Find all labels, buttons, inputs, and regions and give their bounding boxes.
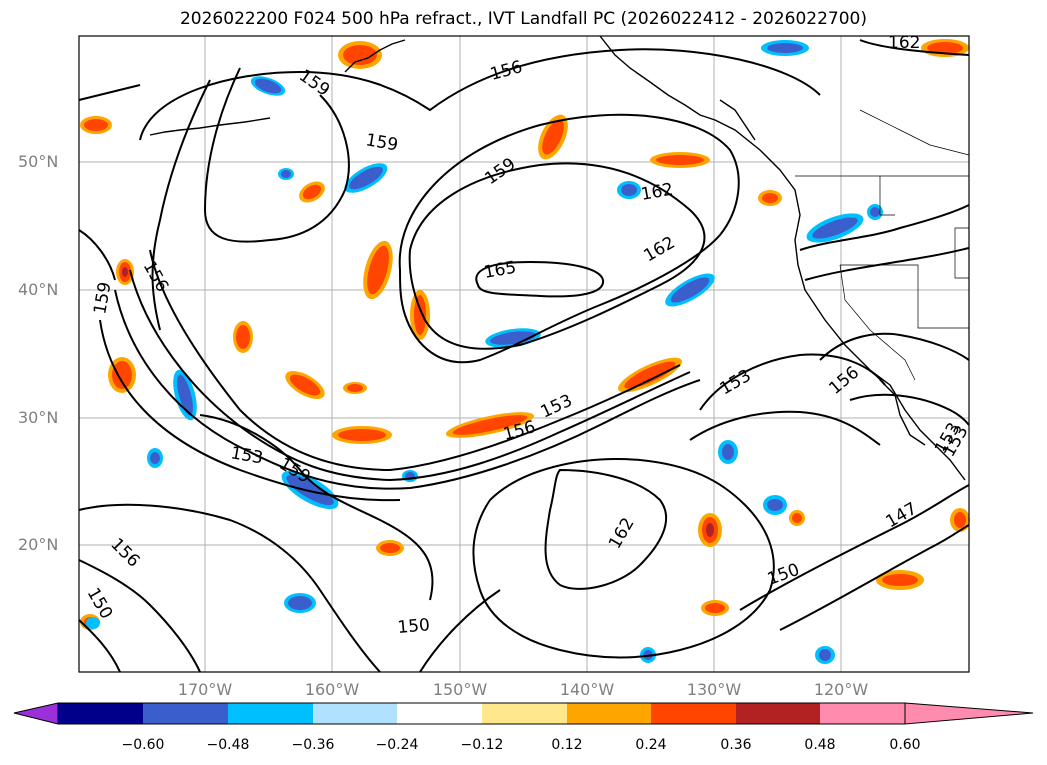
colorbar-tick: 0.12	[551, 737, 583, 753]
lat-label-40n: 40°N	[18, 280, 59, 299]
colorbar-tick: 0.24	[635, 737, 667, 753]
lon-label-120w: 120°W	[813, 680, 869, 699]
lon-label-150w: 150°W	[432, 680, 488, 699]
colorbar-tick: −0.12	[460, 737, 504, 753]
negative-anomalies	[86, 40, 883, 664]
colorbar-tick: −0.36	[291, 737, 335, 753]
lon-label-130w: 130°W	[686, 680, 742, 699]
colorbar-bin	[143, 703, 228, 724]
colorbar-bin	[397, 703, 482, 724]
lon-label-170w: 170°W	[177, 680, 233, 699]
colorbar-bin	[228, 703, 313, 724]
colorbar-bin	[313, 703, 397, 724]
coastlines	[149, 35, 966, 481]
colorbar-tick: −0.24	[375, 737, 419, 753]
refractivity-shading	[80, 39, 970, 664]
colorbar-bin	[651, 703, 736, 724]
refractivity-map: 162 159 156 159 159 165 162 162 159 156 …	[78, 33, 973, 673]
colorbar-bin	[482, 703, 567, 724]
refractivity-contours	[78, 39, 970, 673]
colorbar-bin	[736, 703, 820, 724]
colorbar-tick: 0.36	[720, 737, 752, 753]
plot-frame	[78, 35, 970, 673]
colorbar-bin	[58, 703, 143, 724]
lon-label-160w: 160°W	[304, 680, 360, 699]
positive-anomalies	[80, 39, 970, 630]
colorbar-tick: 0.48	[804, 737, 836, 753]
colorbar-tick: −0.48	[206, 737, 250, 753]
colorbar-extend-high	[904, 702, 1034, 725]
colorbar-extend-low	[13, 702, 59, 725]
map-title: 2026022200 F024 500 hPa refract., IVT La…	[179, 9, 867, 29]
colorbar	[13, 702, 1034, 725]
contour-label: 150	[397, 615, 431, 638]
colorbar-tick: −0.60	[121, 737, 165, 753]
lat-label-20n: 20°N	[18, 535, 59, 554]
lat-label-50n: 50°N	[18, 152, 59, 171]
plot-area	[79, 36, 969, 672]
lat-label-30n: 30°N	[18, 408, 59, 427]
colorbar-bin	[820, 703, 905, 724]
lon-label-140w: 140°W	[559, 680, 615, 699]
colorbar-tick: 0.60	[889, 737, 921, 753]
colorbar-bin	[567, 703, 651, 724]
contour-label: 162	[888, 33, 920, 53]
